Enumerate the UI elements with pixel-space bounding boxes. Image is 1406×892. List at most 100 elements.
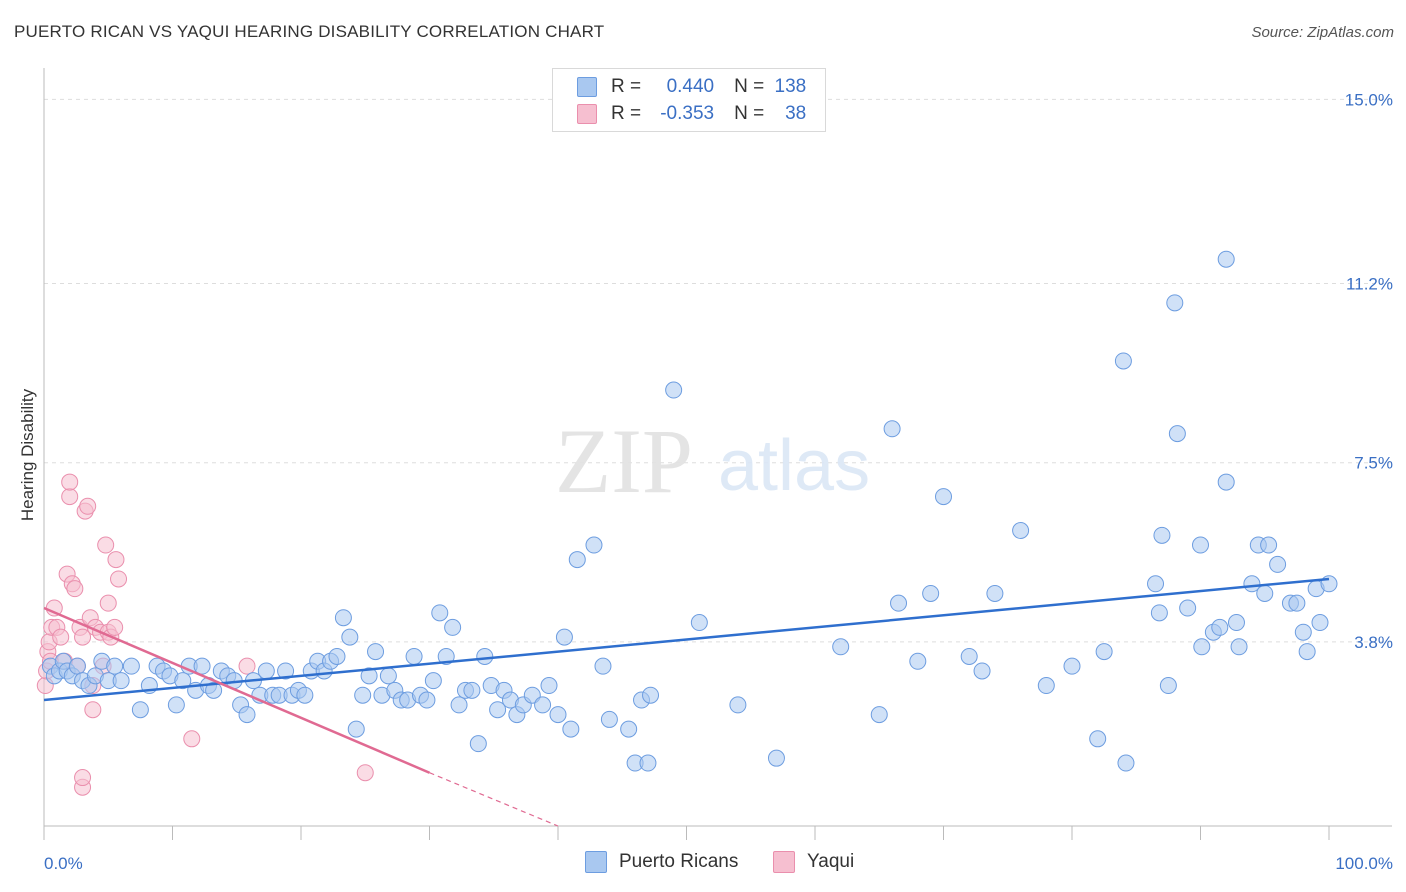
- data-point-puerto-rican: [1320, 575, 1338, 593]
- data-point-yaqui: [106, 618, 124, 636]
- watermark: ZIP atlas: [555, 410, 870, 512]
- data-point-puerto-rican: [642, 686, 660, 704]
- data-point-yaqui: [97, 536, 115, 554]
- data-point-yaqui: [61, 488, 79, 506]
- data-point-puerto-rican: [1037, 677, 1055, 695]
- data-point-puerto-rican: [594, 657, 612, 675]
- data-point-puerto-rican: [1089, 730, 1107, 748]
- trend-line-yaqui: [43, 606, 430, 774]
- data-point-puerto-rican: [418, 691, 436, 709]
- data-point-puerto-rican: [1150, 604, 1168, 622]
- data-point-puerto-rican: [328, 647, 346, 665]
- legend-r-label: R =: [611, 103, 642, 124]
- series-name: Yaqui: [807, 851, 855, 872]
- trend-line-yaqui-extension: [429, 772, 559, 827]
- y-tick-label: 11.2%: [1346, 274, 1393, 293]
- data-point-puerto-rican: [909, 652, 927, 670]
- data-point-puerto-rican: [690, 614, 708, 632]
- stats-legend: R = 0.440 N = 138 R = -0.353 N = 38: [552, 68, 826, 132]
- grid-lines: [44, 98, 1392, 643]
- data-point-puerto-rican: [1260, 536, 1278, 554]
- legend-n-label: N =: [734, 76, 765, 97]
- data-point-puerto-rican: [1159, 677, 1177, 695]
- data-point-puerto-rican: [106, 657, 124, 675]
- chart-title: PUERTO RICAN VS YAQUI HEARING DISABILITY…: [14, 22, 605, 41]
- series-name: Puerto Ricans: [619, 851, 739, 872]
- data-point-yaqui: [74, 769, 92, 787]
- data-point-puerto-rican: [832, 638, 850, 656]
- data-point-puerto-rican: [600, 710, 618, 728]
- data-point-puerto-rican: [450, 696, 468, 714]
- series-legend-puerto-ricans: Puerto Ricans: [585, 851, 738, 873]
- x-tick-label: 100.0%: [1335, 854, 1393, 873]
- data-point-puerto-rican: [1298, 643, 1316, 661]
- legend-r-value: -0.353: [660, 103, 715, 124]
- data-point-puerto-rican: [1217, 250, 1235, 268]
- data-point-puerto-rican: [568, 551, 586, 569]
- data-point-puerto-rican: [238, 706, 256, 724]
- yaqui-points: [36, 473, 374, 796]
- data-point-yaqui: [66, 580, 84, 598]
- data-point-puerto-rican: [360, 667, 378, 685]
- watermark-zip: ZIP: [555, 410, 693, 512]
- legend-n-value: 138: [774, 76, 807, 97]
- tick-labels: 3.8% 7.5% 11.2% 15.0% 0.0% 100.0%: [44, 90, 1393, 873]
- data-point-puerto-rican: [205, 681, 223, 699]
- data-point-puerto-rican: [1294, 623, 1312, 641]
- data-point-yaqui: [183, 730, 201, 748]
- data-point-puerto-rican: [1168, 425, 1186, 443]
- data-point-puerto-rican: [1095, 643, 1113, 661]
- data-point-puerto-rican: [883, 420, 901, 438]
- data-point-puerto-rican: [379, 667, 397, 685]
- data-point-puerto-rican: [68, 657, 86, 675]
- data-point-puerto-rican: [1166, 294, 1184, 312]
- data-point-puerto-rican: [469, 735, 487, 753]
- data-point-puerto-rican: [890, 594, 908, 612]
- data-point-puerto-rican: [347, 720, 365, 738]
- data-point-yaqui: [79, 497, 97, 515]
- data-point-puerto-rican: [1311, 614, 1329, 632]
- data-point-puerto-rican: [1012, 522, 1030, 540]
- data-point-yaqui: [110, 570, 128, 588]
- data-point-puerto-rican: [463, 681, 481, 699]
- data-point-puerto-rican: [922, 584, 940, 602]
- data-point-yaqui: [238, 657, 256, 675]
- data-point-puerto-rican: [193, 657, 211, 675]
- data-point-puerto-rican: [167, 696, 185, 714]
- series-swatch-pink: [773, 851, 795, 873]
- data-point-puerto-rican: [437, 647, 455, 665]
- data-point-puerto-rican: [476, 647, 494, 665]
- data-point-puerto-rican: [257, 662, 275, 680]
- data-point-puerto-rican: [1192, 536, 1209, 554]
- data-point-yaqui: [84, 701, 102, 719]
- data-point-puerto-rican: [585, 536, 603, 554]
- data-point-puerto-rican: [1288, 594, 1306, 612]
- data-point-puerto-rican: [620, 720, 638, 738]
- data-point-puerto-rican: [277, 662, 295, 680]
- data-point-puerto-rican: [444, 618, 462, 636]
- data-point-puerto-rican: [540, 677, 558, 695]
- legend-swatch-pink: [577, 104, 597, 124]
- trend-line-puerto-ricans: [43, 577, 1330, 702]
- y-tick-label: 15.0%: [1345, 90, 1393, 109]
- data-point-puerto-rican: [555, 628, 573, 646]
- data-point-yaqui: [356, 764, 374, 782]
- data-point-puerto-rican: [1117, 754, 1135, 772]
- data-point-puerto-rican: [1153, 526, 1171, 544]
- data-point-puerto-rican: [1256, 584, 1274, 602]
- data-point-puerto-rican: [562, 720, 580, 738]
- data-point-puerto-rican: [960, 647, 978, 665]
- data-point-puerto-rican: [1063, 657, 1081, 675]
- legend-r-value: 0.440: [666, 76, 715, 97]
- data-point-puerto-rican: [174, 672, 192, 690]
- data-point-puerto-rican: [1114, 352, 1132, 370]
- data-point-puerto-rican: [639, 754, 657, 772]
- data-point-puerto-rican: [986, 584, 1004, 602]
- data-point-puerto-rican: [1193, 638, 1211, 656]
- data-point-puerto-rican: [1179, 599, 1197, 617]
- puerto-rican-points: [41, 250, 1338, 772]
- legend-row-puerto-ricans: R = 0.440 N = 138: [553, 74, 806, 100]
- data-point-puerto-rican: [534, 696, 552, 714]
- legend-r-label: R =: [611, 76, 642, 97]
- data-point-puerto-rican: [405, 647, 423, 665]
